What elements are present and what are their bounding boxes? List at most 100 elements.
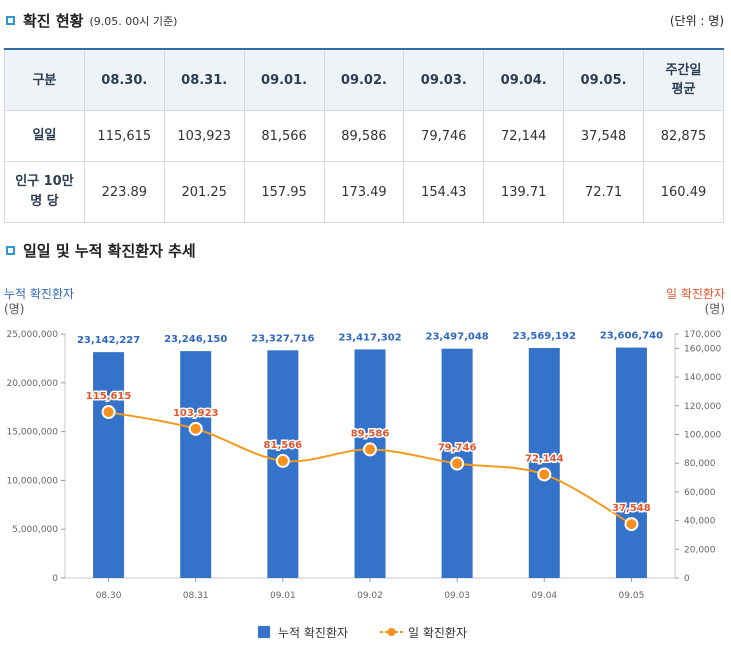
bar [615,347,647,578]
x-tick-label: 09.01 [270,591,296,601]
header-line: 주간일 [665,63,702,78]
line-data-label: 89,586 [351,428,390,439]
table-header-row: 구분 08.30. 08.31. 09.01. 09.02. 09.03. 09… [4,48,724,111]
bar-data-label: 23,246,150 [164,334,227,345]
table-cell: 72,144 [483,110,565,162]
table-cell: 201.25 [163,161,245,223]
x-tick-label: 09.04 [531,591,557,601]
table-cell: 139.71 [483,161,565,223]
table-cell: 154.43 [403,161,485,223]
status-section-title: 확진 현황 [23,12,84,30]
right-tick-label: 0 [684,574,690,584]
column-header: 09.05. [563,48,644,111]
row-header-line: 인구 10만 [15,174,74,189]
column-header: 구분 [4,48,85,111]
table-cell: 81,566 [243,110,325,162]
x-tick-label: 08.30 [96,591,122,601]
row-header: 일일 [4,110,85,162]
x-tick-label: 09.02 [357,591,383,601]
table-cell: 160.49 [643,161,724,223]
bar [354,349,386,578]
line-point [275,453,290,468]
line-point [188,421,203,436]
column-header: 09.04. [483,48,565,111]
line-data-label: 37,548 [612,503,651,514]
right-tick-label: 160,000 [684,344,721,354]
line-data-label: 79,746 [438,443,477,454]
left-axis-unit: (명) [4,302,24,316]
bar [180,351,212,578]
column-header: 09.03. [403,48,485,111]
line-point [537,467,552,482]
legend-bar-label: 누적 확진환자 [278,626,348,640]
trend-section-title: 일일 및 누적 확진환자 추세 [23,242,196,260]
unit-label: (단위 : 명) [669,14,724,28]
right-tick-label: 140,000 [684,373,721,383]
line-data-label: 72,144 [525,453,564,464]
right-tick-label: 20,000 [684,545,716,555]
row-header-line: 명 당 [30,194,59,209]
right-tick-label: 170,000 [684,330,721,340]
left-tick-label: 15,000,000 [6,428,58,438]
bar [528,347,560,578]
bar-data-label: 23,327,716 [251,333,314,344]
status-section-subtitle: (9.05. 00시 기준) [89,14,178,28]
right-tick-label: 60,000 [684,488,716,498]
trend-section-header: 일일 및 누적 확진환자 추세 [6,240,196,261]
bar-data-label: 23,417,302 [338,332,401,343]
table-cell: 89,586 [323,110,405,162]
left-tick-label: 25,000,000 [6,330,58,340]
table-row: 일일 115,615 103,923 81,566 89,586 79,746 … [4,110,724,162]
table-cell: 72.71 [563,161,644,223]
right-tick-label: 120,000 [684,402,721,412]
line-point [624,517,639,532]
line-data-label: 103,923 [173,408,219,419]
right-axis-title: 일 확진환자 [666,287,725,301]
right-axis-unit: (명) [705,302,725,316]
table-cell: 79,746 [403,110,485,162]
table-cell: 103,923 [163,110,245,162]
x-tick-label: 09.05 [619,591,645,601]
left-tick-label: 5,000,000 [12,525,58,535]
line-data-label: 115,615 [86,391,132,402]
header-line: 평균 [671,82,696,97]
summary-table: 구분 08.30. 08.31. 09.01. 09.02. 09.03. 09… [4,48,724,223]
right-tick-label: 80,000 [684,459,716,469]
bar-data-label: 23,142,227 [77,335,140,346]
table-cell: 223.89 [83,161,165,223]
left-tick-label: 10,000,000 [6,476,58,486]
status-section-header: 확진 현황 (9.05. 00시 기준) [6,10,177,31]
section-square-icon [6,16,15,25]
column-header: 09.02. [323,48,405,111]
line-data-label: 81,566 [264,440,303,451]
line-point [450,456,465,471]
legend-bar-swatch [258,626,270,638]
table-cell: 37,548 [563,110,644,162]
x-tick-label: 08.31 [183,591,209,601]
legend-line-marker [387,628,396,636]
bar [93,352,125,578]
line-point [101,405,116,420]
table-cell: 157.95 [243,161,325,223]
trend-chart: 누적 확진환자(명)일 확진환자(명)05,000,00010,000,0001… [4,287,725,640]
legend-line-label: 일 확진환자 [408,626,467,640]
table-cell: 115,615 [83,110,165,162]
right-tick-label: 40,000 [684,517,716,527]
column-header: 08.31. [163,48,245,111]
column-header: 08.30. [83,48,165,111]
left-tick-label: 20,000,000 [6,379,58,389]
table-cell: 82,875 [643,110,724,162]
x-tick-label: 09.03 [444,591,470,601]
section-square-icon [6,246,15,255]
bar-data-label: 23,606,740 [600,331,663,342]
table-cell: 173.49 [323,161,405,223]
left-tick-label: 0 [52,574,58,584]
left-axis-title: 누적 확진환자 [4,287,74,301]
right-tick-label: 100,000 [684,430,721,440]
column-header: 09.01. [243,48,325,111]
bar-data-label: 23,497,048 [426,332,489,343]
line-point [363,442,377,457]
